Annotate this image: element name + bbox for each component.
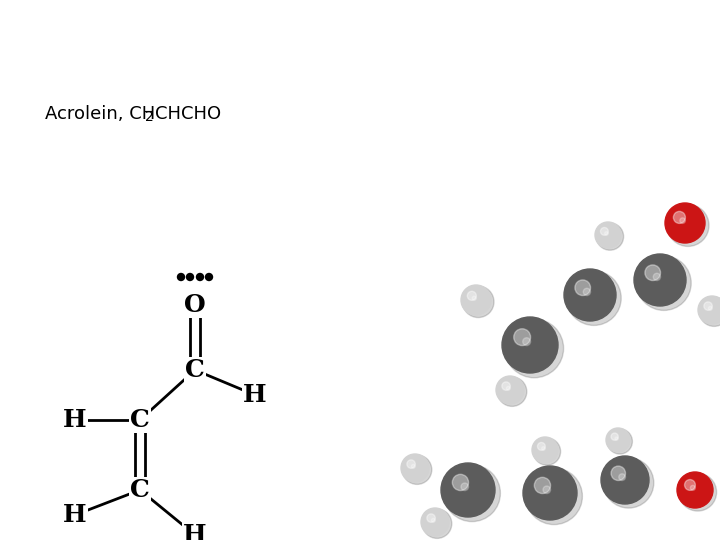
Circle shape: [677, 472, 713, 508]
Circle shape: [534, 477, 551, 494]
Text: C: C: [130, 408, 150, 432]
Circle shape: [673, 211, 685, 224]
Circle shape: [467, 291, 477, 300]
Ellipse shape: [679, 473, 716, 511]
Circle shape: [583, 288, 590, 295]
Circle shape: [605, 232, 608, 235]
Circle shape: [472, 296, 477, 300]
Circle shape: [685, 480, 696, 490]
Circle shape: [645, 265, 660, 280]
Circle shape: [606, 428, 630, 452]
Ellipse shape: [607, 429, 632, 454]
Ellipse shape: [534, 438, 561, 465]
Ellipse shape: [423, 509, 452, 538]
Text: H: H: [63, 408, 87, 432]
Circle shape: [506, 386, 510, 390]
Circle shape: [502, 317, 558, 373]
Circle shape: [543, 486, 551, 494]
Circle shape: [461, 483, 469, 490]
Circle shape: [618, 474, 626, 481]
Circle shape: [411, 464, 415, 468]
Ellipse shape: [596, 223, 624, 250]
Circle shape: [502, 382, 510, 390]
Circle shape: [197, 273, 204, 280]
Ellipse shape: [444, 465, 500, 522]
Circle shape: [680, 218, 685, 224]
Circle shape: [665, 203, 705, 243]
Circle shape: [611, 466, 626, 481]
Circle shape: [452, 474, 469, 490]
Circle shape: [575, 280, 590, 295]
Circle shape: [427, 514, 436, 522]
Ellipse shape: [462, 286, 494, 318]
Text: H: H: [183, 523, 207, 540]
Ellipse shape: [505, 319, 564, 378]
Circle shape: [595, 222, 621, 248]
Text: H: H: [63, 503, 87, 527]
Text: C: C: [130, 478, 150, 502]
Text: CHCHO: CHCHO: [155, 105, 221, 123]
Circle shape: [600, 227, 608, 235]
Circle shape: [601, 456, 649, 504]
Text: C: C: [185, 358, 205, 382]
Circle shape: [532, 437, 558, 463]
Circle shape: [634, 254, 686, 306]
Text: 2: 2: [145, 110, 154, 124]
Ellipse shape: [699, 297, 720, 326]
Circle shape: [564, 269, 616, 321]
Circle shape: [615, 437, 618, 440]
Circle shape: [523, 338, 531, 346]
Circle shape: [431, 518, 436, 522]
Text: O: O: [184, 293, 206, 317]
Circle shape: [537, 442, 545, 450]
Circle shape: [401, 454, 429, 482]
Circle shape: [496, 376, 524, 404]
Circle shape: [690, 485, 696, 490]
Circle shape: [523, 466, 577, 520]
Circle shape: [611, 433, 618, 440]
Circle shape: [441, 463, 495, 517]
Ellipse shape: [402, 455, 432, 484]
Circle shape: [186, 273, 194, 280]
Ellipse shape: [667, 205, 709, 246]
Ellipse shape: [567, 271, 621, 326]
Circle shape: [421, 508, 449, 536]
Circle shape: [541, 447, 545, 450]
Circle shape: [461, 285, 491, 315]
Circle shape: [704, 302, 712, 310]
Circle shape: [178, 273, 184, 280]
Ellipse shape: [498, 377, 527, 407]
Circle shape: [708, 306, 712, 310]
Circle shape: [205, 273, 212, 280]
Circle shape: [698, 296, 720, 324]
Text: Molecules With Multiple “Central Atoms”: Molecules With Multiple “Central Atoms”: [18, 24, 584, 51]
Ellipse shape: [526, 468, 582, 524]
Text: H: H: [243, 383, 267, 407]
Ellipse shape: [636, 256, 691, 310]
Ellipse shape: [603, 458, 654, 508]
Circle shape: [653, 273, 660, 280]
Text: Acrolein, CH: Acrolein, CH: [45, 105, 156, 123]
Circle shape: [407, 460, 415, 468]
Circle shape: [514, 329, 531, 346]
